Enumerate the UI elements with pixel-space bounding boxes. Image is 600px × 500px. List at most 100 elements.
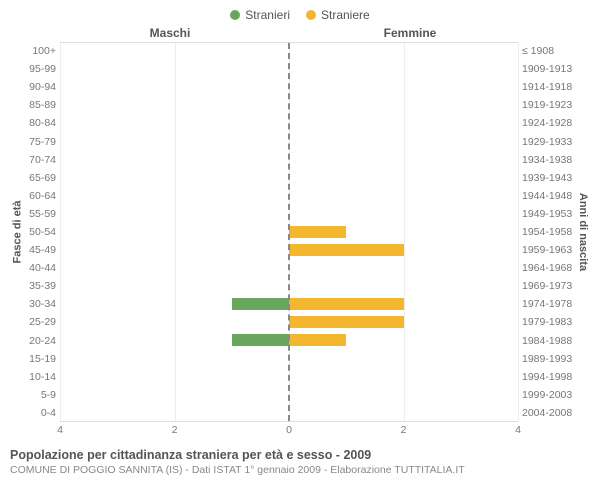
female-half [289,133,518,151]
female-half [289,223,518,241]
age-tick: 60-64 [24,187,56,205]
female-half [289,295,518,313]
male-half [60,169,289,187]
chart-title: Popolazione per cittadinanza straniera p… [10,448,590,462]
age-tick: 40-44 [24,259,56,277]
male-half [60,295,289,313]
age-tick: 20-24 [24,332,56,350]
y-axis-label-left: Fasce di età [10,42,24,422]
age-tick: 45-49 [24,241,56,259]
header-male: Maschi [10,26,290,40]
male-half [60,349,289,367]
female-half [289,385,518,403]
female-bar [289,226,346,239]
female-half [289,115,518,133]
male-half [60,151,289,169]
birth-tick: 1924-1928 [522,114,576,132]
age-tick: 95-99 [24,60,56,78]
birth-tick: 1919-1923 [522,96,576,114]
female-half [289,349,518,367]
age-tick: 15-19 [24,350,56,368]
male-half [60,61,289,79]
birth-tick: 1944-1948 [522,187,576,205]
birth-tick: 1974-1978 [522,295,576,313]
legend-item-female: Straniere [306,8,370,22]
birth-tick: 1969-1973 [522,277,576,295]
female-half [289,205,518,223]
age-tick: 100+ [24,42,56,60]
age-tick: 70-74 [24,151,56,169]
male-half [60,331,289,349]
female-half [289,403,518,421]
chart-body: Fasce di età 100+95-9990-9485-8980-8475-… [10,42,590,422]
birth-tick: 1909-1913 [522,60,576,78]
age-tick: 75-79 [24,132,56,150]
female-half [289,97,518,115]
female-half [289,61,518,79]
male-half [60,97,289,115]
legend-swatch-male [230,10,240,20]
age-tick: 0-4 [24,404,56,422]
birth-tick: 2004-2008 [522,404,576,422]
legend-swatch-female [306,10,316,20]
female-bar [289,316,404,329]
age-tick: 50-54 [24,223,56,241]
female-half [289,277,518,295]
birth-tick: 1959-1963 [522,241,576,259]
female-half [289,241,518,259]
birth-tick: 1984-1988 [522,332,576,350]
age-tick: 90-94 [24,78,56,96]
birth-tick: 1954-1958 [522,223,576,241]
male-half [60,313,289,331]
age-band-axis: 100+95-9990-9485-8980-8475-7970-7465-696… [24,42,60,422]
female-bar [289,244,404,257]
male-half [60,259,289,277]
male-half [60,187,289,205]
female-half [289,259,518,277]
birth-tick: ≤ 1908 [522,42,576,60]
male-half [60,277,289,295]
legend: Stranieri Straniere [10,8,590,22]
x-axis-left: 420 [60,422,289,438]
birth-tick: 1939-1943 [522,169,576,187]
female-half [289,43,518,61]
center-divider [288,43,290,421]
age-tick: 55-59 [24,205,56,223]
male-half [60,133,289,151]
birth-tick: 1979-1983 [522,313,576,331]
legend-item-male: Stranieri [230,8,290,22]
x-tick: 2 [172,424,178,436]
legend-label-male: Stranieri [245,8,290,22]
age-tick: 30-34 [24,295,56,313]
male-half [60,223,289,241]
male-half [60,79,289,97]
header-female: Femmine [290,26,590,40]
female-bar [289,334,346,347]
age-tick: 35-39 [24,277,56,295]
y-axis-label-right: Anni di nascita [576,42,590,422]
column-headers: Maschi Femmine [10,26,590,40]
chart-container: Stranieri Straniere Maschi Femmine Fasce… [0,0,600,500]
age-tick: 85-89 [24,96,56,114]
female-half [289,313,518,331]
age-tick: 80-84 [24,114,56,132]
footer: Popolazione per cittadinanza straniera p… [10,448,590,476]
female-half [289,331,518,349]
x-tick: 2 [401,424,407,436]
female-bar [289,298,404,311]
x-tick: 4 [515,424,521,436]
chart-subtitle: COMUNE DI POGGIO SANNITA (IS) - Dati IST… [10,464,590,476]
x-axis: 420 24 [60,422,518,438]
age-tick: 25-29 [24,313,56,331]
birth-tick: 1929-1933 [522,132,576,150]
male-half [60,367,289,385]
male-half [60,43,289,61]
male-half [60,205,289,223]
birth-tick: 1994-1998 [522,368,576,386]
female-half [289,367,518,385]
x-axis-right: 24 [289,422,518,438]
male-half [60,385,289,403]
female-half [289,79,518,97]
birth-year-axis: ≤ 19081909-19131914-19181919-19231924-19… [518,42,576,422]
male-bar [232,298,289,311]
